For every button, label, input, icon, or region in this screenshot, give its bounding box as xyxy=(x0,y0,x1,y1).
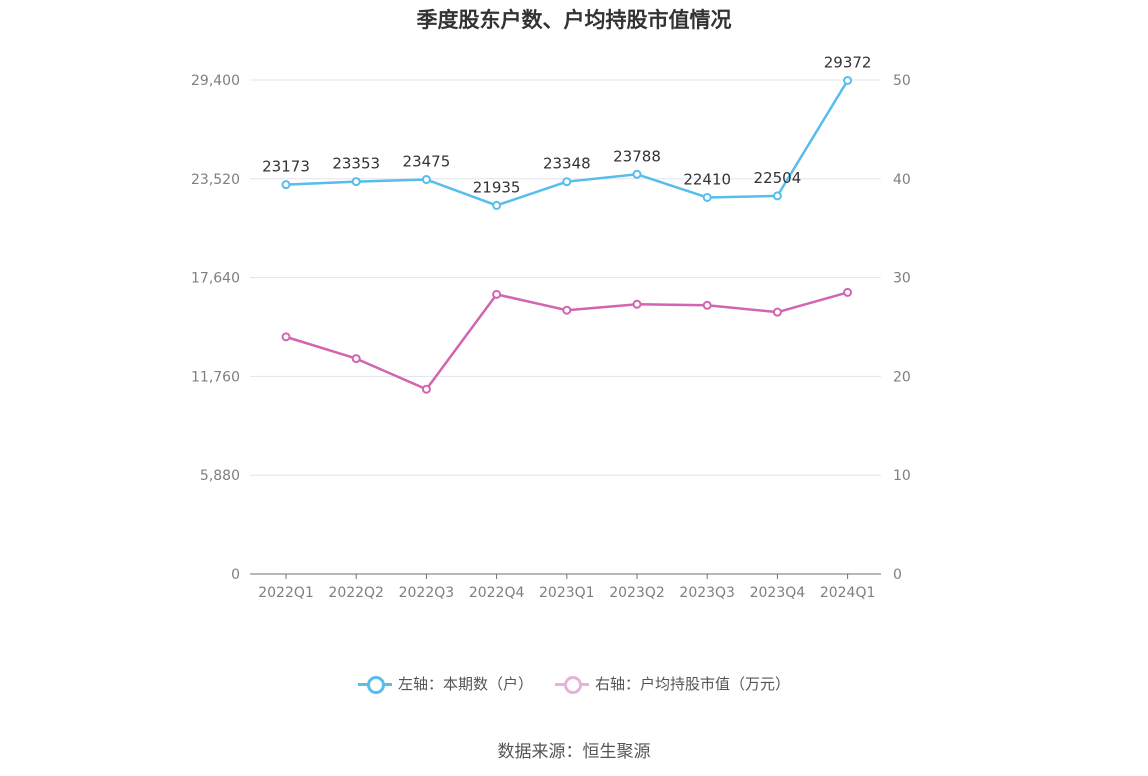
data-label: 22504 xyxy=(754,169,802,187)
data-point xyxy=(281,180,291,190)
data-point xyxy=(492,200,502,210)
data-label: 23353 xyxy=(332,155,380,173)
data-point xyxy=(772,307,782,317)
x-axis-tick-label: 2023Q2 xyxy=(609,585,665,601)
left-axis-tick-label: 11,760 xyxy=(191,369,240,385)
data-point xyxy=(562,177,572,187)
right-axis-tick-label: 20 xyxy=(893,369,911,385)
x-axis-tick-label: 2024Q1 xyxy=(820,585,876,601)
legend-item-left-series[interactable]: 左轴：本期数（户） xyxy=(357,673,533,694)
x-axis-tick-label: 2023Q1 xyxy=(539,585,595,601)
data-point xyxy=(351,177,361,187)
x-axis-tick-label: 2023Q3 xyxy=(679,585,735,601)
data-label: 22410 xyxy=(683,170,731,188)
data-label: 23788 xyxy=(613,147,661,165)
data-point xyxy=(281,332,291,342)
left-axis-tick-label: 29,400 xyxy=(191,73,240,89)
data-point xyxy=(843,287,853,297)
legend-marker-left xyxy=(357,674,392,694)
right-axis-tick-label: 50 xyxy=(893,73,911,89)
data-label: 23475 xyxy=(403,153,451,171)
data-label: 29372 xyxy=(824,53,872,71)
grid-lines xyxy=(250,79,881,476)
legend-label-right: 右轴：户均持股市值（万元） xyxy=(595,675,791,693)
data-point xyxy=(351,354,361,364)
data-point xyxy=(632,169,642,179)
left-axis-ticks: 0 5,880 11,760 17,640 23,520 29,400 xyxy=(191,73,240,583)
series-points xyxy=(281,75,853,394)
data-labels: 23173 23353 23475 21935 23348 23788 22410 22504… xyxy=(262,53,871,196)
right-axis-ticks: 0 10 20 30 40 50 xyxy=(893,73,911,583)
line-chart: 0 5,880 11,760 17,640 23,520 29,400 0 10 20 30 40… xyxy=(191,53,911,601)
x-axis-tick-label: 2022Q3 xyxy=(399,585,455,601)
left-axis-tick-label: 23,520 xyxy=(191,172,240,188)
data-point xyxy=(492,289,502,299)
data-point xyxy=(421,384,431,394)
series-lines xyxy=(285,79,849,391)
x-axis-tick-label: 2023Q4 xyxy=(750,585,806,601)
legend-label-left: 左轴：本期数（户） xyxy=(397,675,533,693)
data-point xyxy=(562,305,572,315)
right-axis-tick-label: 40 xyxy=(893,172,911,188)
data-point xyxy=(843,75,853,85)
data-point xyxy=(421,175,431,185)
left-axis-tick-label: 17,640 xyxy=(191,271,240,287)
data-point xyxy=(632,299,642,309)
x-axis-tick-label: 2022Q2 xyxy=(328,585,384,601)
left-axis-tick-label: 5,880 xyxy=(200,468,240,484)
right-axis-tick-label: 0 xyxy=(893,567,902,583)
right-axis-tick-label: 30 xyxy=(893,271,911,287)
left-axis-tick-label: 0 xyxy=(231,567,240,583)
legend-item-right-series[interactable]: 右轴：户均持股市值（万元） xyxy=(555,673,790,694)
data-label: 23173 xyxy=(262,158,310,176)
x-axis-tick-label: 2022Q1 xyxy=(258,585,314,601)
legend-marker-right xyxy=(555,674,589,694)
data-label: 21935 xyxy=(473,178,521,196)
right-axis-tick-label: 10 xyxy=(893,468,911,484)
chart-title: 季度股东户数、户均持股市值情况 xyxy=(416,8,732,32)
data-point xyxy=(772,191,782,201)
data-source: 数据来源：恒生聚源 xyxy=(497,742,651,762)
x-axis: 2022Q1 2022Q2 2022Q3 2022Q4 2023Q1 2023Q2 2023… xyxy=(250,573,881,601)
data-label: 23348 xyxy=(543,155,591,173)
legend: 左轴：本期数（户） 右轴：户均持股市值（万元） xyxy=(0,673,1148,694)
x-axis-tick-label: 2022Q4 xyxy=(469,585,525,601)
data-point xyxy=(702,300,712,310)
data-point xyxy=(702,192,712,202)
